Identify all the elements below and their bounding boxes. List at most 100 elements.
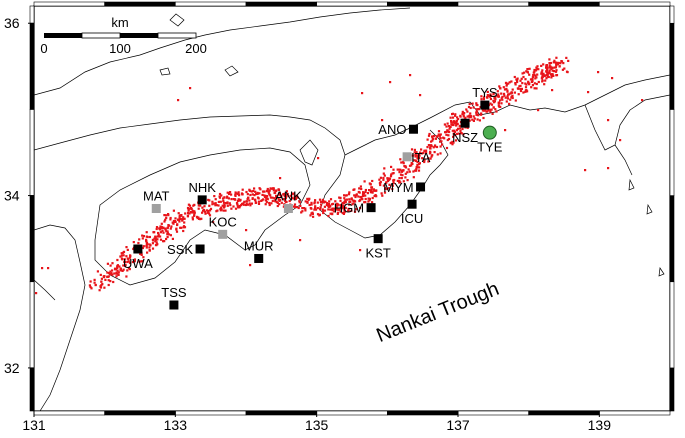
tremor-dot: [478, 119, 481, 122]
tremor-dot: [133, 258, 136, 261]
tremor-dot: [301, 207, 304, 210]
tremor-dot: [111, 262, 114, 265]
tremor-dot: [452, 123, 455, 126]
tremor-dot: [444, 131, 447, 134]
tremor-dot: [406, 171, 409, 174]
tremor-dot: [141, 234, 144, 237]
tremor-dot: [306, 197, 309, 200]
tremor-dot: [222, 199, 225, 202]
tremor-dot: [516, 80, 519, 84]
tremor-dot: [433, 151, 436, 154]
tremor-dot: [245, 200, 248, 203]
tremor-dot: [559, 62, 562, 65]
tremor-dot: [329, 212, 332, 215]
tremor-dot: [165, 216, 168, 220]
tremor-dot: [257, 200, 261, 203]
tremor-dot: [248, 188, 251, 191]
tremor-dot: [526, 90, 529, 93]
tremor-dot: [452, 141, 455, 144]
tremor-dot: [329, 198, 333, 201]
tremor-dot: [419, 94, 422, 97]
tremor-dot: [472, 106, 475, 109]
tremor-dot: [556, 63, 560, 66]
tremor-dot: [98, 289, 101, 292]
tremor-dot: [381, 119, 384, 122]
tremor-dot: [137, 241, 140, 245]
tremor-dot: [385, 181, 388, 184]
tremor-dot: [418, 166, 421, 169]
station-marker-ssk: [195, 244, 205, 254]
tremor-dot: [448, 130, 451, 134]
tremor-dot: [391, 187, 394, 191]
tremor-dot: [107, 283, 110, 287]
tremor-dot: [267, 191, 270, 194]
tremor-dot: [238, 204, 241, 208]
tremor-dot: [232, 205, 235, 208]
tremor-dot: [181, 218, 184, 221]
tremor-dot: [268, 190, 271, 193]
tremor-dot: [288, 199, 291, 203]
tremor-dot: [251, 197, 254, 200]
tremor-dot: [155, 241, 158, 244]
tremor-dot: [459, 114, 462, 117]
frame-bar-left: [29, 367, 35, 412]
tremor-dot: [552, 61, 555, 64]
tremor-dot: [450, 119, 453, 123]
tremor-dot: [264, 199, 267, 202]
tremor-dot: [454, 122, 457, 125]
tremor-dot: [535, 69, 538, 72]
tremor-dot: [358, 199, 361, 203]
tremor-dot: [251, 193, 254, 196]
frame-bar-left: [29, 195, 35, 283]
tremor-dot: [511, 88, 514, 91]
tremor-dot: [126, 248, 129, 251]
tremor-dot: [93, 278, 96, 281]
tremor-dot: [542, 74, 545, 77]
tremor-dot: [486, 90, 489, 93]
tremor-dot: [142, 256, 145, 259]
tremor-dot: [535, 67, 538, 70]
tremor-dot: [159, 238, 163, 241]
tremor-dot: [241, 188, 244, 191]
tremor-dot: [154, 240, 157, 243]
tremor-dot: [461, 112, 464, 116]
station-label-nhk: NHK: [188, 180, 216, 195]
tremor-dot: [404, 176, 407, 179]
tremor-dot: [482, 116, 485, 120]
tremor-dot: [458, 124, 461, 127]
tremor-dot: [325, 204, 328, 207]
tremor-dot: [205, 209, 209, 212]
tremor-dot: [121, 258, 124, 261]
tremor-dot: [327, 202, 330, 205]
tremor-dot: [389, 175, 393, 178]
tremor-dot: [443, 123, 446, 126]
station-marker-ita: [402, 152, 412, 162]
tremor-dot: [323, 209, 327, 212]
tremor-dot: [454, 134, 457, 137]
tremor-dot: [99, 273, 102, 276]
tremor-dot: [461, 127, 464, 131]
tremor-dot: [186, 206, 190, 210]
tremor-dot: [352, 202, 355, 205]
tremor-dot: [156, 238, 159, 241]
tremor-dot: [237, 191, 240, 194]
tremor-dot: [409, 74, 412, 77]
tremor-dot: [141, 246, 144, 250]
tremor-dot: [111, 269, 114, 272]
tremor-dot: [193, 213, 196, 216]
tremor-dot: [391, 184, 394, 187]
tremor-dot: [169, 218, 172, 221]
tremor-dot: [540, 72, 543, 75]
frame-bar-left: [29, 22, 35, 110]
tremor-dot: [339, 210, 342, 213]
tremor-epicenters: [35, 56, 644, 295]
tremor-dot: [499, 87, 502, 90]
tremor-dot: [271, 196, 274, 199]
frame-bar-top: [387, 1, 459, 7]
tremor-dot: [328, 200, 331, 203]
frame-bar-top: [599, 1, 671, 7]
tremor-dot: [197, 207, 200, 210]
tremor-dot: [145, 245, 148, 248]
tremor-dot: [545, 77, 548, 80]
tremor-dot: [127, 260, 130, 263]
